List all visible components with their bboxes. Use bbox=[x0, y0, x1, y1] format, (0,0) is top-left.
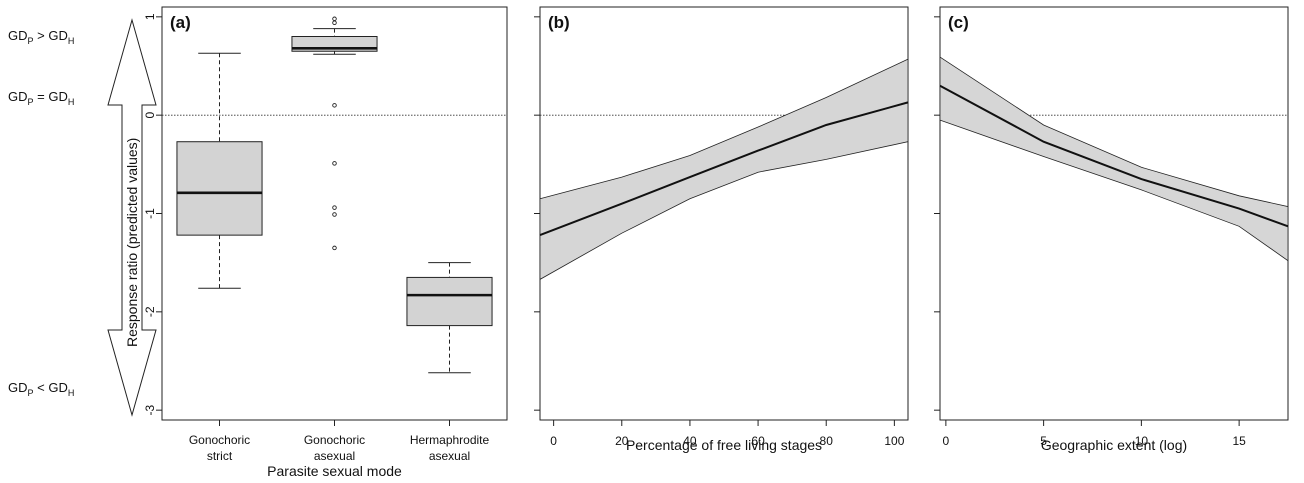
x-tick-label: 10 bbox=[1135, 434, 1149, 448]
category-label: Gonochoric bbox=[304, 433, 365, 447]
confidence-band bbox=[539, 58, 909, 281]
box bbox=[176, 141, 263, 236]
fitted-line bbox=[539, 101, 909, 237]
x-tick-label: 0 bbox=[943, 434, 950, 448]
outlier-point bbox=[332, 212, 337, 217]
panel-letter: (b) bbox=[548, 13, 570, 32]
label-gd-equal: GDP = GDH bbox=[8, 89, 74, 107]
box bbox=[406, 276, 493, 327]
boxplot-1 bbox=[176, 52, 263, 289]
y-tick-label: 0 bbox=[143, 112, 157, 119]
panel-b: (b) Percentage of free living stages 0 20 40… bbox=[534, 6, 909, 453]
y-tick-label: -2 bbox=[143, 306, 157, 317]
label-gd-less: GDP < GDH bbox=[8, 380, 74, 398]
category-label: Hermaphrodite bbox=[410, 433, 490, 447]
panel-c: (c) Geographic extent (log) 0 5 10 15 bbox=[934, 6, 1289, 453]
x-tick-label: 0 bbox=[550, 434, 557, 448]
outlier-point bbox=[332, 161, 337, 166]
x-tick-label: 15 bbox=[1232, 434, 1246, 448]
x-tick-label: 5 bbox=[1040, 434, 1047, 448]
boxplot-2 bbox=[291, 16, 378, 251]
category-label: asexual bbox=[429, 449, 470, 463]
panel-a: -3 -2 -1 0 1 (a) Parasite sexual mode Gonochori… bbox=[143, 6, 508, 479]
x-tick-label: 20 bbox=[615, 434, 629, 448]
category-label: Gonochoric bbox=[189, 433, 250, 447]
boxplot-3 bbox=[406, 262, 493, 374]
x-tick-label: 80 bbox=[820, 434, 834, 448]
y-tick-label: -3 bbox=[143, 405, 157, 416]
outlier-point bbox=[332, 16, 337, 22]
category-label: strict bbox=[207, 449, 233, 463]
y-tick-label: 1 bbox=[143, 13, 157, 20]
fitted-line bbox=[939, 84, 1289, 228]
x-axis-title: Percentage of free living stages bbox=[626, 437, 822, 453]
confidence-band bbox=[939, 56, 1289, 262]
y-axis-title: Response ratio (predicted values) bbox=[124, 138, 140, 347]
outlier-point bbox=[332, 205, 337, 210]
x-tick-label: 60 bbox=[751, 434, 765, 448]
outlier-point bbox=[332, 245, 337, 251]
side-labels: GDP > GDH GDP = GDH GDP < GDH bbox=[8, 28, 74, 398]
label-gd-greater: GDP > GDH bbox=[8, 28, 74, 46]
y-tick-label: -1 bbox=[143, 208, 157, 219]
panel-letter: (a) bbox=[170, 13, 191, 32]
x-tick-label: 100 bbox=[884, 434, 904, 448]
response-arrow: Response ratio (predicted values) bbox=[107, 18, 157, 417]
x-axis-title: Parasite sexual mode bbox=[267, 463, 402, 479]
x-axis-title: Geographic extent (log) bbox=[1041, 437, 1187, 453]
outlier-point bbox=[332, 20, 337, 25]
outlier-point bbox=[332, 103, 337, 108]
x-tick-label: 40 bbox=[683, 434, 697, 448]
panel-letter: (c) bbox=[948, 13, 969, 32]
category-label: asexual bbox=[314, 449, 355, 463]
double-arrow-shape bbox=[107, 18, 157, 417]
